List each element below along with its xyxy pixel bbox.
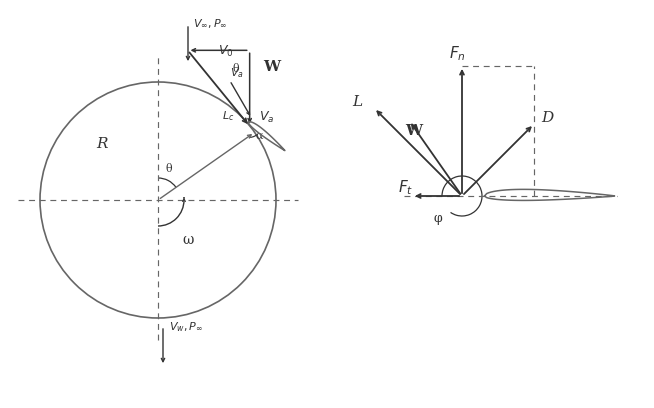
Text: φ: φ	[434, 212, 443, 225]
Text: $V_w,P_\infty$: $V_w,P_\infty$	[169, 320, 203, 334]
Text: $V_a$: $V_a$	[259, 110, 274, 125]
Text: $F_t$: $F_t$	[398, 178, 413, 197]
Text: W: W	[263, 60, 280, 74]
Text: $V_\infty,P_\infty$: $V_\infty,P_\infty$	[193, 18, 228, 30]
Text: ω: ω	[182, 233, 194, 247]
Text: $L_c$: $L_c$	[222, 109, 234, 123]
Text: α: α	[256, 130, 263, 140]
Text: θ: θ	[166, 164, 173, 174]
Text: θ: θ	[233, 64, 239, 74]
Text: L: L	[352, 95, 362, 109]
Text: $F_n$: $F_n$	[449, 44, 466, 63]
Text: $V_a$: $V_a$	[230, 67, 243, 80]
Text: W: W	[405, 124, 422, 137]
Text: D: D	[541, 111, 553, 125]
Text: R: R	[96, 137, 107, 151]
Text: $V_0$: $V_0$	[218, 44, 233, 60]
